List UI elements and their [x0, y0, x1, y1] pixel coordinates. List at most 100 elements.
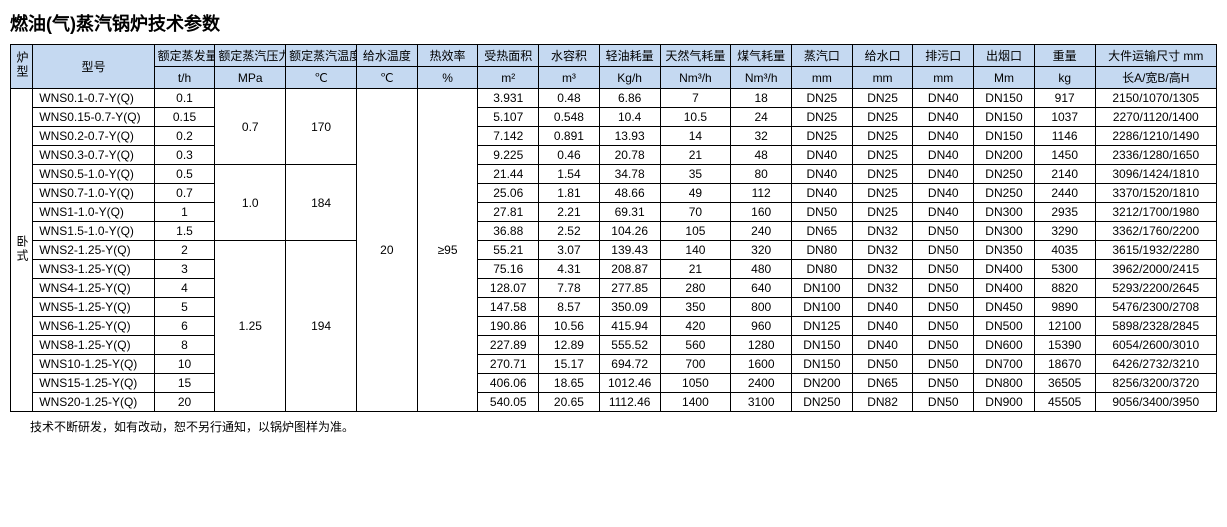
smoke-cell: DN250 — [974, 184, 1035, 203]
table-row: WNS5-1.25-Y(Q)5147.588.57350.09350800DN1… — [11, 298, 1217, 317]
area-cell: 9.225 — [478, 146, 539, 165]
coal-cell: 24 — [731, 108, 792, 127]
col-coal-l2: Nm³/h — [731, 67, 792, 89]
coal-cell: 160 — [731, 203, 792, 222]
wt-cell: 2935 — [1034, 203, 1095, 222]
blow-cell: DN40 — [913, 108, 974, 127]
oil-cell: 694.72 — [599, 355, 660, 374]
col-smoke-l2: Mm — [974, 67, 1035, 89]
area-cell: 406.06 — [478, 374, 539, 393]
col-gas-l2: Nm³/h — [660, 67, 731, 89]
model-cell: WNS6-1.25-Y(Q) — [33, 317, 154, 336]
vol-cell: 2.52 — [539, 222, 600, 241]
gas-cell: 105 — [660, 222, 731, 241]
smoke-cell: DN200 — [974, 146, 1035, 165]
area-cell: 270.71 — [478, 355, 539, 374]
vol-cell: 12.89 — [539, 336, 600, 355]
col-steam-l1: 蒸汽口 — [792, 45, 853, 67]
col-blow-l2: mm — [913, 67, 974, 89]
cap-cell: 2 — [154, 241, 215, 260]
area-cell: 5.107 — [478, 108, 539, 127]
steam-cell: DN50 — [792, 203, 853, 222]
dim-cell: 5476/2300/2708 — [1095, 298, 1216, 317]
steam-cell: DN25 — [792, 127, 853, 146]
oil-cell: 69.31 — [599, 203, 660, 222]
blow-cell: DN40 — [913, 146, 974, 165]
col-lx: 炉型 — [11, 45, 33, 89]
model-cell: WNS8-1.25-Y(Q) — [33, 336, 154, 355]
wt-cell: 917 — [1034, 89, 1095, 108]
gas-cell: 140 — [660, 241, 731, 260]
vol-cell: 8.57 — [539, 298, 600, 317]
smoke-cell: DN150 — [974, 127, 1035, 146]
wt-cell: 3290 — [1034, 222, 1095, 241]
oil-cell: 139.43 — [599, 241, 660, 260]
footnote: 技术不断研发，如有改动，恕不另行通知，以锅炉图样为准。 — [10, 418, 1217, 435]
gas-cell: 21 — [660, 146, 731, 165]
model-cell: WNS2-1.25-Y(Q) — [33, 241, 154, 260]
table-row: WNS10-1.25-Y(Q)10270.7115.17694.72700160… — [11, 355, 1217, 374]
smoke-cell: DN300 — [974, 222, 1035, 241]
model-cell: WNS0.1-0.7-Y(Q) — [33, 89, 154, 108]
area-cell: 55.21 — [478, 241, 539, 260]
table-row: WNS0.3-0.7-Y(Q)0.39.2250.4620.782148DN40… — [11, 146, 1217, 165]
col-feed-l2: ℃ — [356, 67, 417, 89]
col-oil-l2: Kg/h — [599, 67, 660, 89]
model-cell: WNS4-1.25-Y(Q) — [33, 279, 154, 298]
wt-cell: 12100 — [1034, 317, 1095, 336]
temp-cell: 170 — [286, 89, 357, 165]
vol-cell: 0.48 — [539, 89, 600, 108]
feedwater-cell: 20 — [356, 89, 417, 412]
water-cell: DN82 — [852, 393, 913, 412]
model-cell: WNS0.5-1.0-Y(Q) — [33, 165, 154, 184]
dim-cell: 3962/2000/2415 — [1095, 260, 1216, 279]
steam-cell: DN80 — [792, 241, 853, 260]
table-row: WNS8-1.25-Y(Q)8227.8912.89555.525601280D… — [11, 336, 1217, 355]
steam-cell: DN40 — [792, 146, 853, 165]
pressure-cell: 0.7 — [215, 89, 286, 165]
col-vol-l1: 水容积 — [539, 45, 600, 67]
coal-cell: 2400 — [731, 374, 792, 393]
pressure-cell: 1.25 — [215, 241, 286, 412]
col-smoke-l1: 出烟口 — [974, 45, 1035, 67]
smoke-cell: DN500 — [974, 317, 1035, 336]
area-cell: 36.88 — [478, 222, 539, 241]
dim-cell: 5293/2200/2645 — [1095, 279, 1216, 298]
steam-cell: DN150 — [792, 336, 853, 355]
vol-cell: 2.21 — [539, 203, 600, 222]
steam-cell: DN80 — [792, 260, 853, 279]
vol-cell: 10.56 — [539, 317, 600, 336]
col-steam-l2: mm — [792, 67, 853, 89]
steam-cell: DN250 — [792, 393, 853, 412]
dim-cell: 6426/2732/3210 — [1095, 355, 1216, 374]
area-cell: 25.06 — [478, 184, 539, 203]
model-cell: WNS20-1.25-Y(Q) — [33, 393, 154, 412]
model-cell: WNS5-1.25-Y(Q) — [33, 298, 154, 317]
table-row: WNS6-1.25-Y(Q)6190.8610.56415.94420960DN… — [11, 317, 1217, 336]
cap-cell: 10 — [154, 355, 215, 374]
coal-cell: 112 — [731, 184, 792, 203]
smoke-cell: DN400 — [974, 260, 1035, 279]
cap-cell: 15 — [154, 374, 215, 393]
steam-cell: DN40 — [792, 184, 853, 203]
coal-cell: 320 — [731, 241, 792, 260]
vol-cell: 0.46 — [539, 146, 600, 165]
dim-cell: 2286/1210/1490 — [1095, 127, 1216, 146]
area-cell: 21.44 — [478, 165, 539, 184]
water-cell: DN65 — [852, 374, 913, 393]
area-cell: 227.89 — [478, 336, 539, 355]
blow-cell: DN50 — [913, 374, 974, 393]
oil-cell: 555.52 — [599, 336, 660, 355]
coal-cell: 80 — [731, 165, 792, 184]
model-cell: WNS10-1.25-Y(Q) — [33, 355, 154, 374]
water-cell: DN25 — [852, 203, 913, 222]
dim-cell: 3096/1424/1810 — [1095, 165, 1216, 184]
smoke-cell: DN350 — [974, 241, 1035, 260]
oil-cell: 13.93 — [599, 127, 660, 146]
water-cell: DN32 — [852, 260, 913, 279]
oil-cell: 277.85 — [599, 279, 660, 298]
wt-cell: 2440 — [1034, 184, 1095, 203]
col-temp-l2: ℃ — [286, 67, 357, 89]
wt-cell: 8820 — [1034, 279, 1095, 298]
model-cell: WNS15-1.25-Y(Q) — [33, 374, 154, 393]
